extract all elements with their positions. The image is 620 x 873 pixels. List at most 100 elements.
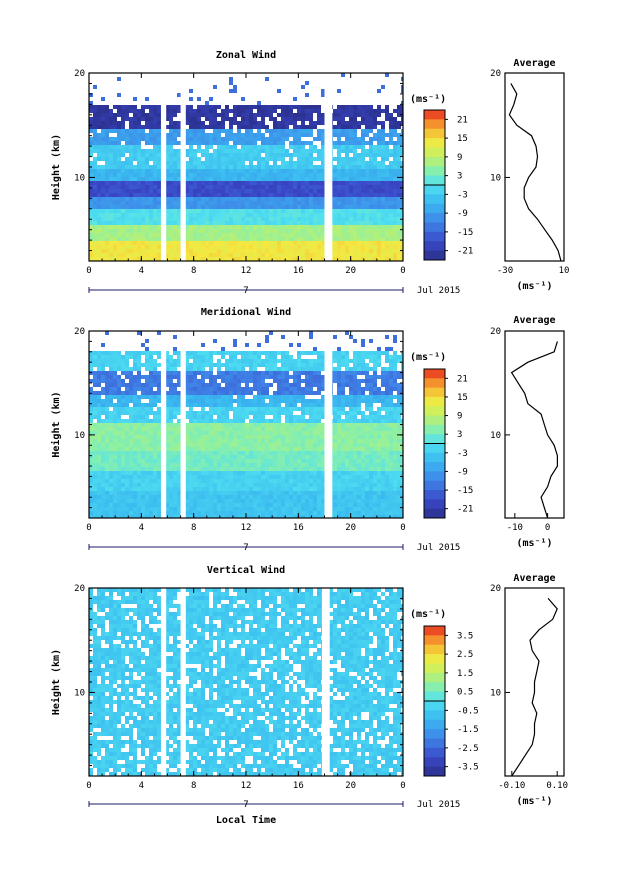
- heat-cell: [169, 439, 173, 443]
- y-tick-label: 20: [74, 69, 85, 79]
- heat-cell: [169, 415, 173, 419]
- heat-cell: [137, 149, 141, 153]
- heat-cell: [285, 153, 289, 157]
- heat-cell: [193, 197, 197, 201]
- heat-cell: [193, 117, 197, 121]
- heat-cell: [241, 241, 245, 245]
- heat-cell: [349, 189, 353, 193]
- heat-cell: [209, 205, 213, 209]
- heat-cell: [245, 343, 249, 347]
- heat-cell: [209, 169, 213, 173]
- heat-cell: [373, 379, 377, 383]
- heat-cell: [121, 229, 125, 233]
- heat-cell: [225, 105, 229, 109]
- heat-cell: [145, 193, 149, 197]
- heat-cell: [185, 185, 189, 189]
- heat-cell: [341, 197, 345, 201]
- heat-cell: [201, 169, 205, 173]
- heat-cell: [285, 359, 289, 363]
- heat-cell: [233, 161, 237, 165]
- heat-cell: [213, 193, 217, 197]
- heat-cell: [145, 363, 149, 367]
- heat-cell: [113, 249, 117, 253]
- heat-cell: [265, 257, 269, 261]
- heat-cell: [153, 241, 157, 245]
- heat-cell: [97, 189, 101, 193]
- heat-cell: [193, 133, 197, 137]
- heat-cell: [337, 245, 341, 249]
- heat-cell: [97, 411, 101, 415]
- heat-cell: [301, 205, 305, 209]
- heat-cell: [357, 383, 361, 387]
- heat-cell: [149, 157, 153, 161]
- heat-cell: [281, 351, 285, 355]
- heat-cell: [269, 105, 273, 109]
- heat-cell: [197, 439, 201, 443]
- heat-cell: [373, 447, 377, 451]
- heat-cell: [89, 403, 93, 407]
- heat-cell: [109, 245, 113, 249]
- heat-cell: [137, 229, 141, 233]
- heat-cell: [373, 149, 377, 153]
- heat-cell: [101, 197, 105, 201]
- heat-cell: [305, 245, 309, 249]
- heat-cell: [349, 145, 353, 149]
- heat-cell: [389, 395, 393, 399]
- heat-cell: [153, 395, 157, 399]
- heat-cell: [257, 205, 261, 209]
- heat-cell: [365, 193, 369, 197]
- heat-cell: [145, 431, 149, 435]
- heat-cell: [229, 241, 233, 245]
- heat-cell: [221, 217, 225, 221]
- heat-cell: [209, 113, 213, 117]
- heat-cell: [361, 185, 365, 189]
- heat-cell: [89, 193, 93, 197]
- heat-cell: [205, 403, 209, 407]
- heat-cell: [193, 375, 197, 379]
- heat-cell: [241, 229, 245, 233]
- heat-cell: [157, 253, 161, 257]
- heat-cell: [317, 383, 321, 387]
- heat-cell: [257, 177, 261, 181]
- heat-cell: [281, 169, 285, 173]
- heat-cell: [185, 383, 189, 387]
- heat-cell: [185, 447, 189, 451]
- heat-cell: [145, 423, 149, 427]
- heat-cell: [269, 375, 273, 379]
- heat-cell: [269, 181, 273, 185]
- heat-cell: [353, 133, 357, 137]
- heat-cell: [285, 439, 289, 443]
- heat-cell: [273, 193, 277, 197]
- heat-cell: [393, 335, 397, 339]
- heat-cell: [193, 451, 197, 455]
- heat-cell: [241, 379, 245, 383]
- heat-cell: [293, 359, 297, 363]
- heat-cell: [137, 419, 141, 423]
- heat-cell: [353, 125, 357, 129]
- heat-cell: [221, 149, 225, 153]
- heat-cell: [201, 229, 205, 233]
- heat-cell: [129, 257, 133, 261]
- heat-cell: [357, 209, 361, 213]
- heat-cell: [269, 165, 273, 169]
- heat-cell: [145, 161, 149, 165]
- heat-cell: [133, 253, 137, 257]
- heat-cell: [229, 169, 233, 173]
- heat-cell: [389, 165, 393, 169]
- heat-cell: [169, 157, 173, 161]
- heat-cell: [149, 149, 153, 153]
- heat-cell: [125, 403, 129, 407]
- heat-cell: [281, 181, 285, 185]
- heat-cell: [165, 117, 169, 121]
- heat-cell: [289, 403, 293, 407]
- heat-cell: [337, 371, 341, 375]
- heat-cell: [213, 253, 217, 257]
- heat-cell: [153, 125, 157, 129]
- heat-cell: [397, 177, 401, 181]
- heat-cell: [349, 359, 353, 363]
- heat-cell: [381, 447, 385, 451]
- heat-cell: [373, 201, 377, 205]
- heat-cell: [365, 399, 369, 403]
- heat-cell: [257, 407, 261, 411]
- heat-cell: [401, 209, 403, 213]
